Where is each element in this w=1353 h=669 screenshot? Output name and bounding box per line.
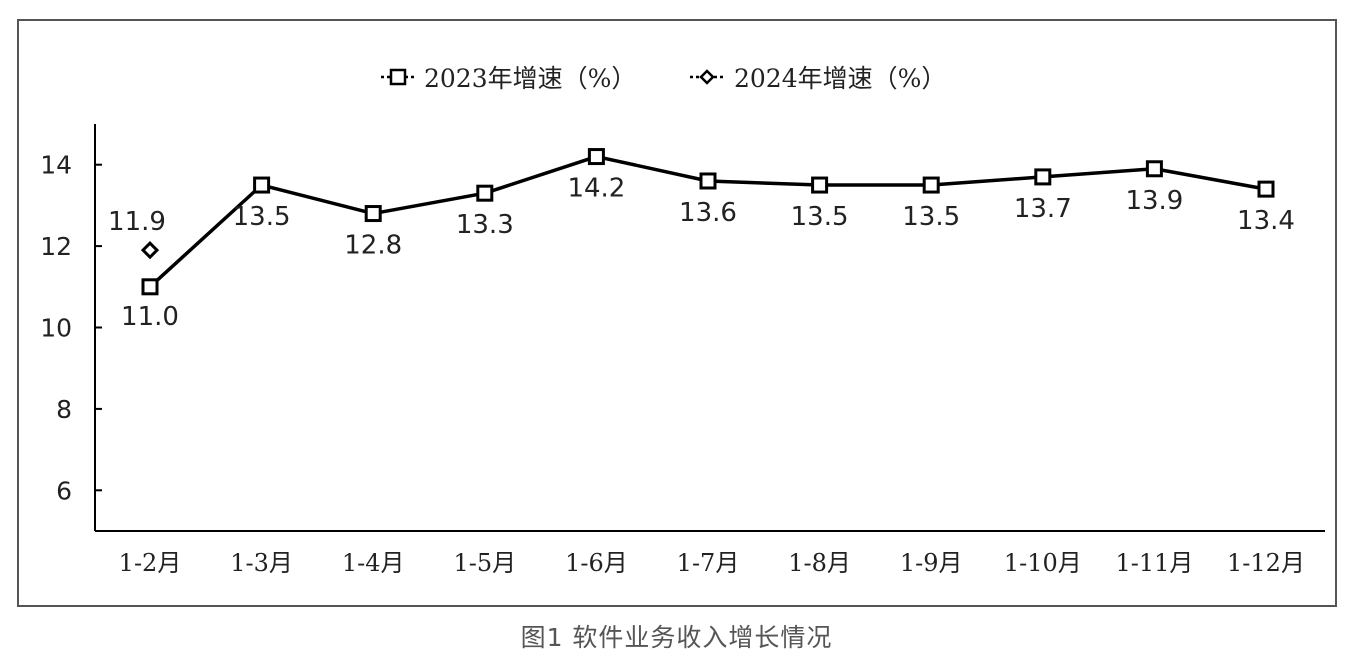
legend-label-2024: 2024年增速（%）	[734, 64, 946, 93]
data-label-2023: 14.2	[567, 174, 625, 204]
data-point-2023	[253, 176, 271, 194]
data-label-2023: 12.8	[344, 231, 402, 261]
data-point-2023	[699, 172, 717, 190]
data-labels: 11.0 13.5 12.8 13.3 14.2 13.6 13.5 13.5 13.7 13.9…	[108, 174, 1295, 332]
legend-marker-2023	[389, 68, 407, 86]
data-point-2023	[364, 205, 382, 223]
data-label-2023: 13.9	[1125, 186, 1183, 216]
data-point-2023	[1034, 168, 1052, 186]
data-label-2023: 13.6	[679, 198, 737, 228]
legend-marker-2024	[699, 69, 715, 85]
data-label-2023: 13.5	[902, 202, 960, 232]
data-point-2023	[587, 148, 605, 166]
x-tick-label: 1-4月	[342, 549, 405, 577]
x-tick-label: 1-9月	[900, 549, 963, 577]
y-tick-label: 8	[56, 395, 72, 424]
data-label-2023: 13.7	[1014, 194, 1072, 224]
x-tick-label: 1-8月	[788, 549, 851, 577]
x-tick-label: 1-10月	[1004, 549, 1082, 577]
x-tick-label: 1-2月	[119, 549, 182, 577]
y-tick-label: 14	[40, 151, 72, 180]
data-point-2023	[1145, 160, 1163, 178]
data-label-2023: 13.5	[233, 202, 291, 232]
y-tick-label: 12	[40, 232, 72, 261]
data-point-2023	[141, 278, 159, 296]
data-point-2024	[140, 241, 160, 260]
data-label-2023: 13.4	[1237, 206, 1295, 236]
data-point-2023	[476, 184, 494, 202]
data-label-2023: 13.3	[456, 210, 514, 240]
data-point-2023	[922, 176, 940, 194]
data-label-2024: 11.9	[108, 207, 166, 237]
series	[140, 148, 1275, 296]
legend: 2023年增速（%） 2024年增速（%）	[381, 64, 946, 93]
x-ticks: 1-2月 1-3月 1-4月 1-5月 1-6月 1-7月 1-8月 1-9月 1-10月 1-1…	[119, 549, 1305, 577]
data-point-2023	[811, 176, 829, 194]
figure-caption: 图1 软件业务收入增长情况	[520, 623, 833, 652]
x-tick-label: 1-5月	[453, 549, 516, 577]
data-point-2023	[1257, 180, 1275, 198]
y-tick-label: 6	[56, 476, 72, 505]
x-tick-label: 1-6月	[565, 549, 628, 577]
data-label-2023: 11.0	[121, 302, 179, 332]
legend-label-2023: 2023年增速（%）	[424, 64, 636, 93]
x-tick-label: 1-7月	[677, 549, 740, 577]
x-tick-label: 1-11月	[1115, 549, 1193, 577]
y-tick-label: 10	[40, 314, 72, 343]
x-tick-label: 1-12月	[1227, 549, 1305, 577]
y-ticks: 6 8 10 12 14	[40, 151, 102, 505]
data-label-2023: 13.5	[791, 202, 849, 232]
x-tick-label: 1-3月	[230, 549, 293, 577]
chart-frame	[17, 19, 1337, 607]
legend-item-2023: 2023年增速（%）	[381, 64, 636, 93]
legend-item-2024: 2024年增速（%）	[690, 64, 946, 93]
